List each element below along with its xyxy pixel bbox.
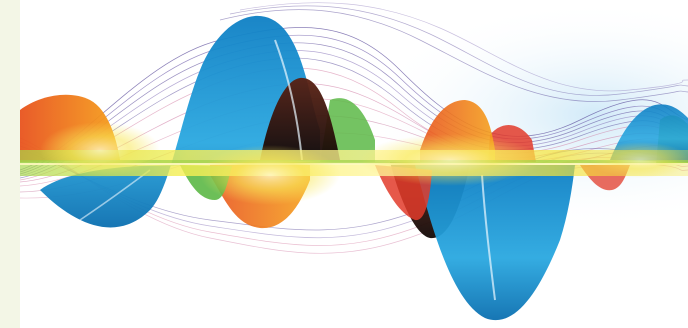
sound-wave-svg — [20, 0, 688, 328]
highlight-stroke-2 — [481, 174, 496, 301]
hotspot-left — [40, 122, 160, 178]
center-line-green — [20, 160, 688, 164]
highlight-stroke-1 — [274, 39, 303, 161]
center-line-bright — [20, 163, 688, 165]
hotspot-right — [590, 142, 688, 178]
hotspot-center-left — [200, 145, 340, 205]
hotspot-center-right — [360, 134, 540, 186]
dark-wave-upper — [260, 77, 340, 160]
blue-wave-bottom — [415, 165, 575, 321]
sound-wave-artwork — [20, 0, 688, 328]
side-panel — [0, 0, 20, 328]
